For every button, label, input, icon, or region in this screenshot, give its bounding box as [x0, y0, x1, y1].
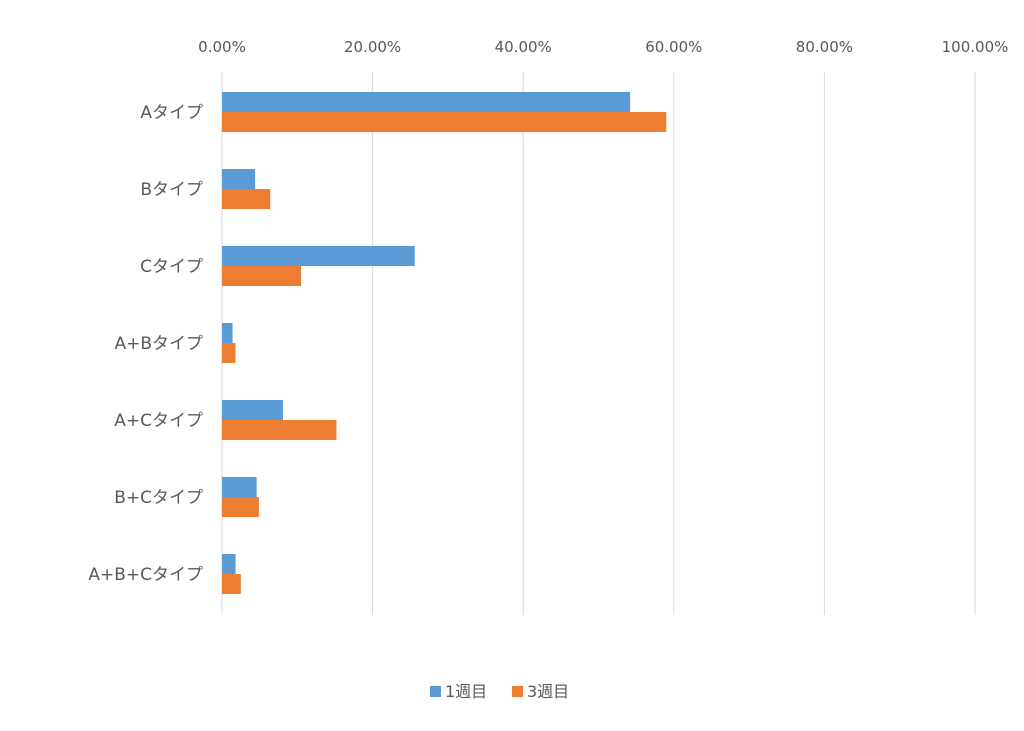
bar-1	[222, 554, 236, 574]
bar-2	[222, 112, 667, 132]
x-tick-label: 60.00%	[645, 38, 702, 56]
legend-swatch	[512, 686, 523, 697]
bar-2	[222, 497, 259, 517]
legend: 1週目 3週目	[430, 682, 569, 701]
category-label: A+B+Cタイプ	[88, 565, 203, 585]
category-label: A+Cタイプ	[114, 411, 203, 431]
bar-2	[222, 574, 241, 594]
category-label: B+Cタイプ	[114, 488, 203, 508]
bars	[222, 92, 667, 594]
legend-swatch	[430, 686, 441, 697]
bar-2	[222, 189, 271, 209]
category-label: Cタイプ	[140, 257, 203, 277]
bar-1	[222, 92, 631, 112]
bar-2	[222, 420, 337, 440]
x-tick-label: 100.00%	[942, 38, 1009, 56]
gridlines	[221, 72, 976, 615]
bar-2	[222, 266, 302, 286]
x-tick-label: 0.00%	[198, 38, 246, 56]
x-axis-ticks: 0.00% 20.00% 40.00% 60.00% 80.00% 100.00%	[198, 38, 1008, 56]
bar-1	[222, 169, 256, 189]
x-tick-label: 40.00%	[495, 38, 552, 56]
category-label: Bタイプ	[140, 180, 203, 200]
legend-label: 1週目	[445, 682, 487, 701]
x-tick-label: 20.00%	[344, 38, 401, 56]
bar-1	[222, 477, 257, 497]
bar-1	[222, 246, 415, 266]
bar-1	[222, 323, 233, 343]
bar-2	[222, 343, 236, 363]
x-tick-label: 80.00%	[796, 38, 853, 56]
legend-label: 3週目	[527, 682, 569, 701]
category-labels: Aタイプ Bタイプ Cタイプ A+Bタイプ A+Cタイプ B+Cタイプ A+B+Cタイプ	[88, 103, 203, 585]
category-label: Aタイプ	[140, 103, 203, 123]
category-label: A+Bタイプ	[114, 334, 203, 354]
bar-1	[222, 400, 283, 420]
